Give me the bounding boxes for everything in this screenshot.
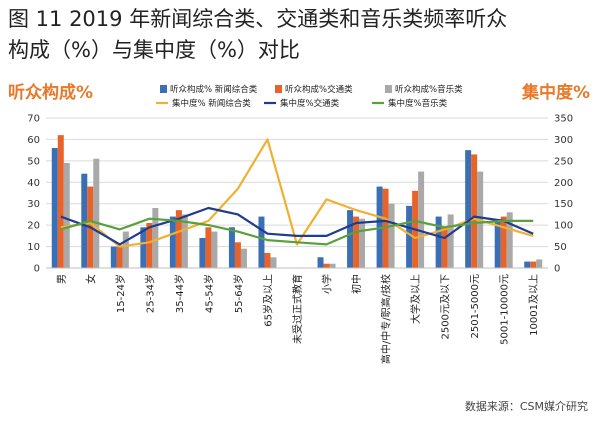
bar <box>146 223 153 268</box>
bar <box>122 231 129 268</box>
x-tick-label: 初中 <box>350 274 363 294</box>
bar <box>388 203 395 268</box>
y-axis-left-title: 听众构成% <box>8 82 93 103</box>
title-line-2: 构成（%）与集中度（%）对比 <box>8 38 300 62</box>
bar <box>359 218 366 268</box>
x-tick-label: 2501-5000元 <box>470 274 481 339</box>
bar <box>116 246 123 268</box>
bar <box>323 263 330 268</box>
legend-label: 集中度% 新闻综合类 <box>172 98 251 109</box>
y-tick-left: 70 <box>27 114 40 125</box>
y-tick-right: 300 <box>554 135 573 146</box>
legend-swatch <box>275 85 282 93</box>
legend-swatch <box>385 85 392 93</box>
y-tick-left: 0 <box>34 264 40 275</box>
x-tick-label: 小学 <box>321 274 334 294</box>
bar <box>494 220 501 268</box>
series-line <box>60 217 534 246</box>
bar <box>530 261 537 268</box>
x-tick-label: 55-64岁 <box>232 274 245 313</box>
legend-label: 听众构成%音乐类 <box>395 84 463 95</box>
x-tick-label: 15-24岁 <box>114 274 127 313</box>
bar <box>110 246 117 268</box>
bar <box>524 261 531 268</box>
legend-label: 集中度%交通类 <box>280 98 340 109</box>
x-tick-label: 65岁及以上 <box>261 274 274 327</box>
bar <box>81 173 88 268</box>
chart-title: 图 11 2019 年新闻综合类、交通类和音乐类频率听众 构成（%）与集中度（%… <box>8 4 507 66</box>
bar <box>329 263 336 268</box>
bar <box>169 216 176 268</box>
x-tick-label: 高中/中专/职高/技校 <box>380 274 393 364</box>
y-tick-left: 40 <box>27 178 40 189</box>
bar <box>406 205 413 268</box>
bar <box>57 135 64 268</box>
y-tick-right: 100 <box>554 221 573 232</box>
x-tick-label: 2500元及以下 <box>440 274 452 339</box>
x-tick-label: 女 <box>84 274 97 284</box>
y-tick-right: 200 <box>554 178 573 189</box>
x-tick-label: 大学及以上 <box>409 274 422 324</box>
bar <box>63 163 70 268</box>
bar <box>418 171 425 268</box>
bar <box>441 227 448 268</box>
bar <box>175 210 182 268</box>
y-tick-left: 20 <box>27 221 40 232</box>
bar <box>234 242 241 268</box>
bar <box>228 227 235 268</box>
bar <box>181 214 188 268</box>
series-line <box>60 138 534 248</box>
bar <box>264 253 271 268</box>
bar <box>435 216 442 268</box>
y-tick-left: 50 <box>27 156 40 167</box>
bar <box>51 148 58 268</box>
y-tick-right: 250 <box>554 156 573 167</box>
bar <box>199 238 206 268</box>
bar <box>506 212 513 268</box>
bar <box>465 150 472 268</box>
x-tick-label: 未受过正式教育 <box>291 274 304 344</box>
bar <box>353 216 360 268</box>
bar <box>140 227 147 268</box>
x-tick-label: 25-34岁 <box>143 274 156 313</box>
bar <box>317 257 324 268</box>
bar <box>211 231 218 268</box>
bar <box>347 210 354 268</box>
y-tick-right: 350 <box>554 114 573 125</box>
x-tick-label: 45-54岁 <box>202 274 215 313</box>
legend-swatch <box>160 85 167 93</box>
series-line <box>60 206 534 246</box>
legend-label: 听众构成% 新闻综合类 <box>170 84 258 95</box>
y-tick-right: 0 <box>554 264 560 275</box>
bar <box>536 259 543 268</box>
y-tick-left: 10 <box>27 242 40 253</box>
bar <box>471 154 478 268</box>
bar <box>205 227 212 268</box>
data-source: 数据来源：CSM媒介研究 <box>464 400 588 413</box>
y-tick-left: 60 <box>27 135 40 146</box>
y-tick-right: 150 <box>554 199 573 210</box>
bar <box>270 257 277 268</box>
legend-label: 集中度%音乐类 <box>388 98 448 109</box>
y-tick-right: 50 <box>554 242 567 253</box>
bar <box>500 216 507 268</box>
bar <box>93 158 100 268</box>
x-tick-label: 5001-10000元 <box>500 274 511 345</box>
bar <box>258 216 265 268</box>
x-tick-label: 10001及以上 <box>528 274 540 336</box>
x-tick-label: 男 <box>56 274 68 284</box>
bar <box>447 214 454 268</box>
legend-label: 听众构成%交通类 <box>285 84 353 95</box>
bar <box>152 208 159 268</box>
title-line-1: 图 11 2019 年新闻综合类、交通类和音乐类频率听众 <box>8 7 508 31</box>
y-axis-right-title: 集中度% <box>521 82 590 103</box>
x-tick-label: 35-44岁 <box>173 274 186 313</box>
bar <box>240 248 247 268</box>
y-tick-left: 30 <box>27 199 40 210</box>
